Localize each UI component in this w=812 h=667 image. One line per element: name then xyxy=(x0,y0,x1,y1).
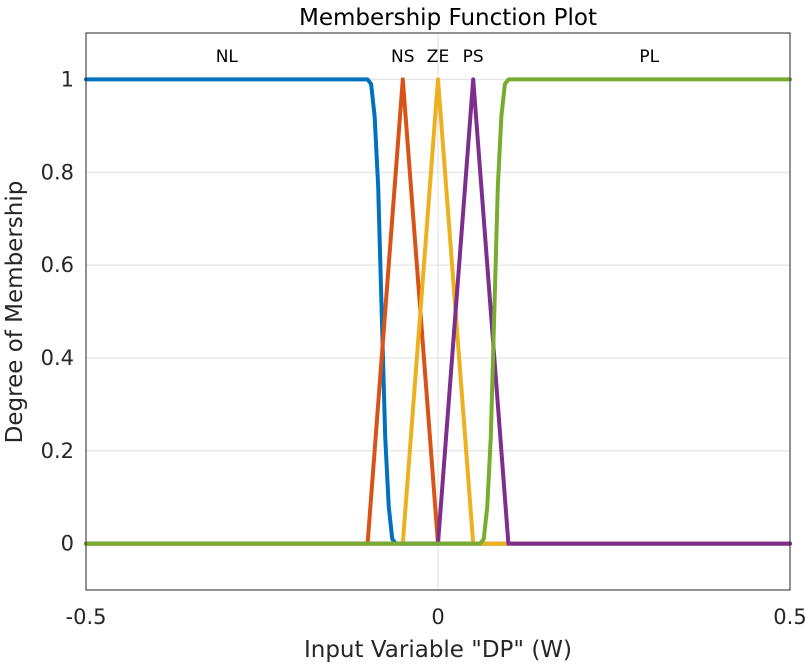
y-axis-title: Degree of Membership xyxy=(2,181,28,444)
mf-label-nl: NL xyxy=(216,47,239,67)
x-axis-title: Input Variable "DP" (W) xyxy=(304,637,572,663)
mf-label-ns: NS xyxy=(391,47,415,67)
y-tick-label: 1 xyxy=(61,67,74,91)
x-tick-labels: -0.5 0 0.5 xyxy=(66,605,807,629)
mf-label-pl: PL xyxy=(639,47,659,67)
y-tick-label: 0 xyxy=(61,532,74,556)
mf-label-ze: ZE xyxy=(427,47,449,67)
x-tick-label: 0.5 xyxy=(773,605,806,629)
chart-title: Membership Function Plot xyxy=(299,5,597,31)
series-lines xyxy=(84,77,792,546)
plot-area: NL NS ZE PS PL xyxy=(84,32,792,591)
mf-label-ps: PS xyxy=(463,47,484,67)
x-tick-label: -0.5 xyxy=(66,605,107,629)
x-tick-label: 0 xyxy=(431,605,444,629)
y-tick-label: 0.4 xyxy=(41,346,74,370)
mf-labels: NL NS ZE PS PL xyxy=(216,47,660,67)
y-tick-labels: 0 0.2 0.4 0.6 0.8 1 xyxy=(41,67,74,555)
axes-border xyxy=(85,32,791,591)
y-tick-label: 0.8 xyxy=(41,160,74,184)
series-line-pl xyxy=(84,77,792,546)
y-tick-label: 0.2 xyxy=(41,439,74,463)
y-tick-label: 0.6 xyxy=(41,253,74,277)
